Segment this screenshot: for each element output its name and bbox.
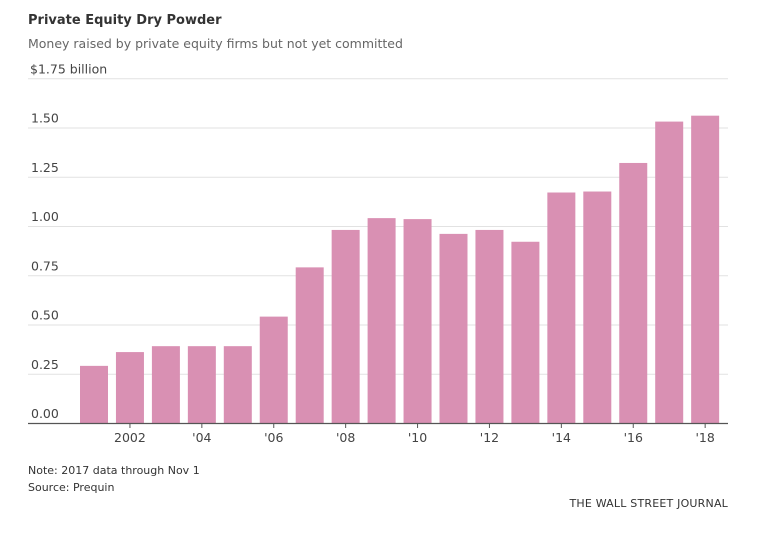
x-tick-label: '18	[695, 430, 714, 445]
x-tick-label: '12	[480, 430, 499, 445]
y-tick-label: 1.25	[31, 160, 59, 175]
x-tick-label: '14	[552, 430, 571, 445]
chart-title: Private Equity Dry Powder	[28, 13, 222, 28]
x-tick-label: '16	[624, 430, 643, 445]
bar-2016	[619, 162, 648, 423]
y-tick-label: 0.00	[31, 406, 59, 421]
y-tick-label: 1.50	[31, 111, 59, 126]
bar-2010	[403, 219, 432, 423]
source-text: Source: Prequin	[28, 481, 115, 494]
bar-2008	[331, 229, 360, 423]
bar-2003	[151, 346, 180, 423]
bar-2015	[583, 191, 612, 423]
x-tick-label: '10	[408, 430, 427, 445]
bar-2009	[367, 218, 396, 423]
bar-2004	[187, 346, 216, 423]
bar-2002	[115, 352, 144, 423]
x-tick-label: '06	[264, 430, 283, 445]
y-tick-label: 0.75	[31, 258, 59, 273]
bar-2013	[511, 241, 540, 423]
bar-2001	[80, 365, 108, 423]
x-tick-label: '04	[192, 430, 211, 445]
bar-2012	[475, 229, 504, 423]
chart-subtitle: Money raised by private equity firms but…	[28, 36, 403, 51]
y-tick-label: $1.75 billion	[30, 61, 107, 76]
bar-2018	[691, 115, 720, 424]
bar-2007	[295, 267, 324, 423]
x-tick-label: '08	[336, 430, 355, 445]
note-text: Note: 2017 data through Nov 1	[28, 464, 200, 477]
bar-2011	[439, 233, 468, 423]
bar-2014	[547, 192, 576, 423]
y-tick-label: 0.50	[31, 308, 59, 323]
x-tick-label: 2002	[114, 430, 146, 445]
y-tick-label: 0.25	[31, 357, 59, 372]
bar-2006	[259, 316, 288, 423]
bar-2017	[655, 121, 684, 423]
publisher-brand: THE WALL STREET JOURNAL	[569, 497, 728, 510]
bar-2005	[223, 346, 252, 423]
y-tick-label: 1.00	[31, 209, 59, 224]
